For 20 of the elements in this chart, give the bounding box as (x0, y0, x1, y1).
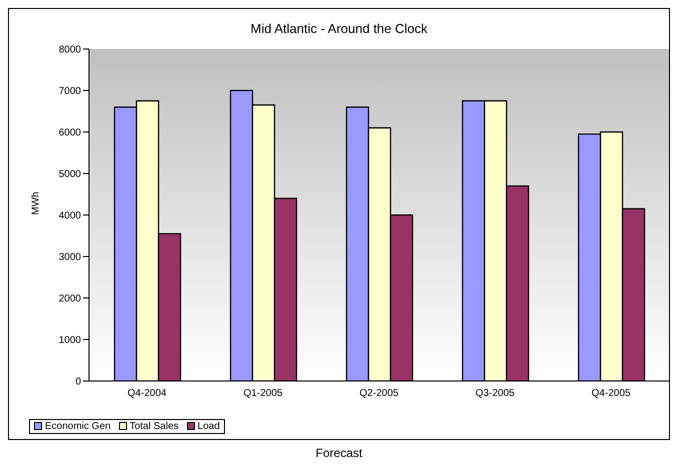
y-tick-label: 4000 (58, 210, 82, 222)
x-tick-label: Q3-2005 (476, 388, 515, 400)
x-tick-label: Q4-2004 (128, 388, 167, 400)
x-axis-title: Forecast (314, 446, 364, 460)
legend-label: Total Sales (128, 420, 179, 432)
legend-label: Load (196, 420, 220, 432)
y-tick-label: 0 (75, 376, 82, 388)
y-tick-label: 8000 (58, 44, 82, 56)
x-tick-label: Q2-2005 (360, 388, 399, 400)
chart-title: Mid Atlantic - Around the Clock (249, 20, 429, 38)
x-tick-label: Q1-2005 (244, 388, 283, 400)
y-tick-label: 6000 (58, 128, 82, 139)
y-axis-title: MWh (30, 192, 42, 215)
y-tick-label: 3000 (58, 252, 82, 264)
y-tick-label: 1000 (58, 335, 82, 346)
x-tick-label: Q4-2005 (592, 388, 631, 400)
legend-label: Economic Gen (44, 420, 111, 432)
y-tick-label: 7000 (58, 86, 82, 98)
y-tick-label: 2000 (58, 294, 82, 305)
y-tick-label: 5000 (58, 169, 82, 180)
